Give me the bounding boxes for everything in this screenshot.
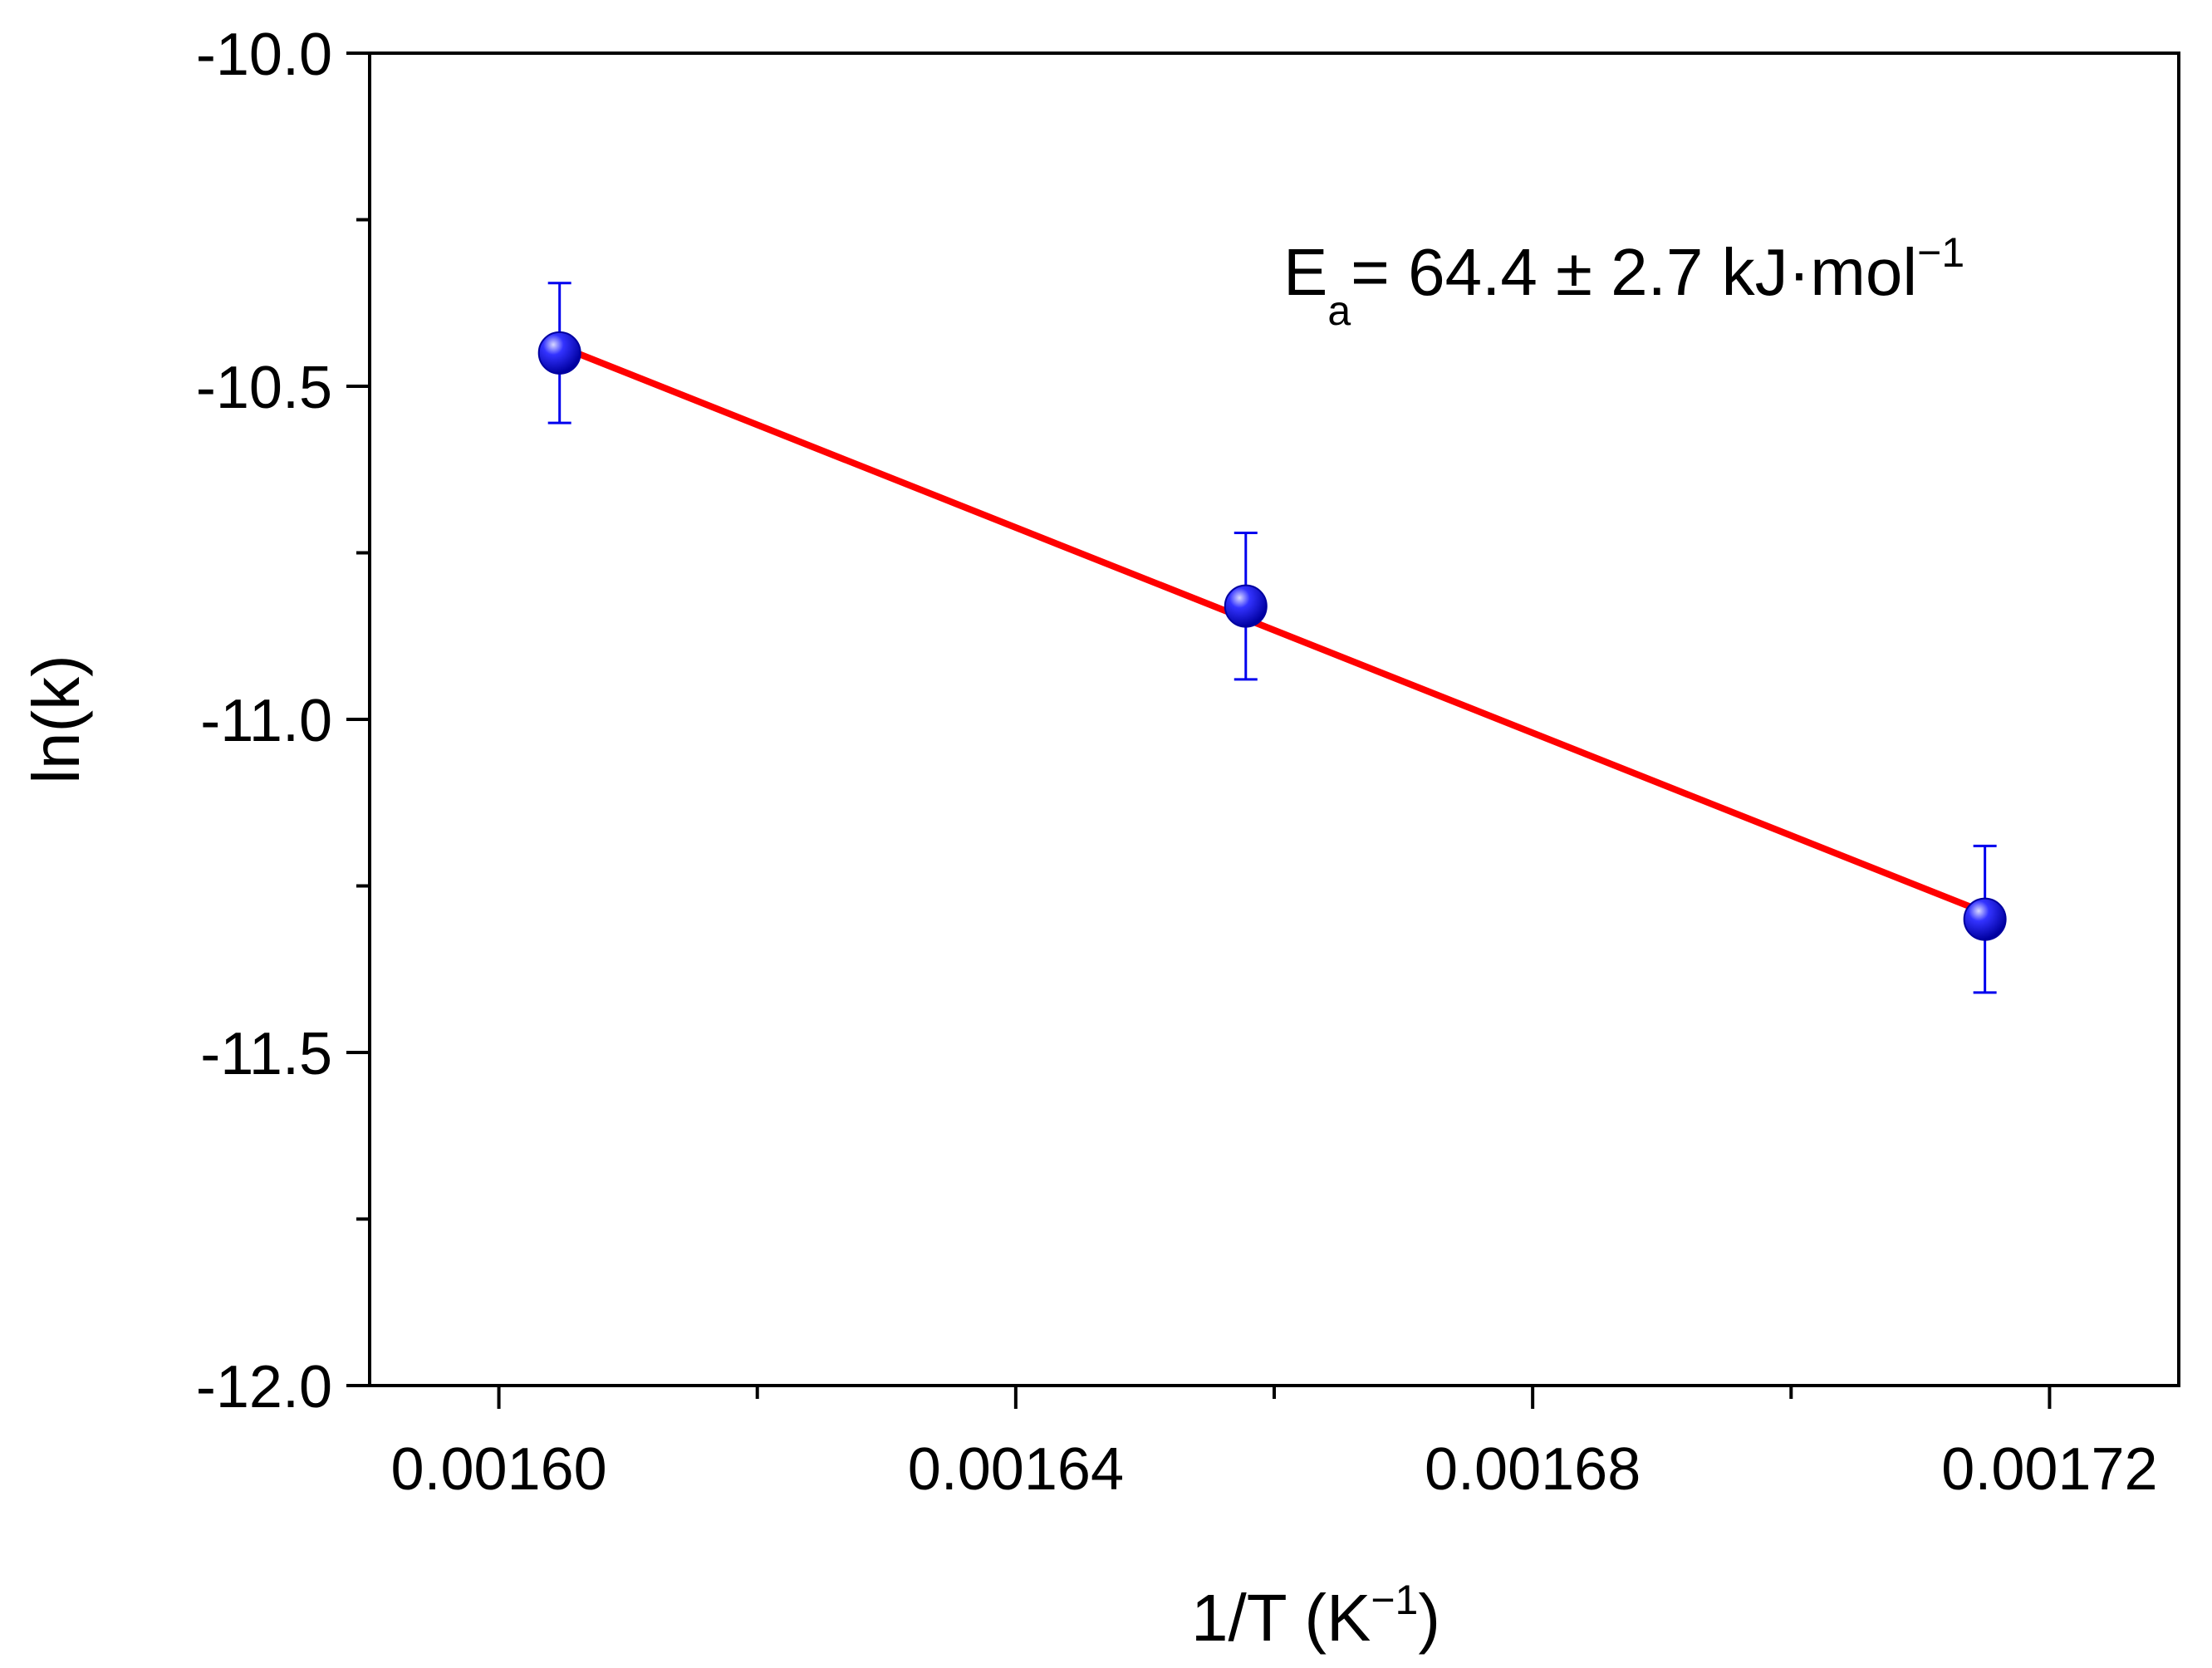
fit-line [556,342,1989,916]
activation-energy-annotation: Ea= 64.4 ± 2.7 kJ·mol−1 [1283,229,1964,334]
x-tick-label: 0.00172 [1941,1436,2157,1503]
x-tick-label: 0.00160 [390,1436,606,1503]
y-tick-label: -10.5 [196,355,332,421]
x-tick-label: 0.00168 [1425,1436,1641,1503]
data-point [1963,897,2007,941]
y-tick-label: -10.0 [196,22,332,88]
data-point [537,331,581,375]
y-tick-label: -11.0 [200,688,332,754]
y-tick-label: -11.5 [200,1021,332,1087]
y-tick-label: -12.0 [196,1354,332,1420]
x-tick-label: 0.00164 [908,1436,1124,1503]
y-axis-title: ln(k) [19,655,93,784]
data-point [1224,584,1268,628]
x-axis-title: 1/T (K−1) [1191,1577,1440,1655]
